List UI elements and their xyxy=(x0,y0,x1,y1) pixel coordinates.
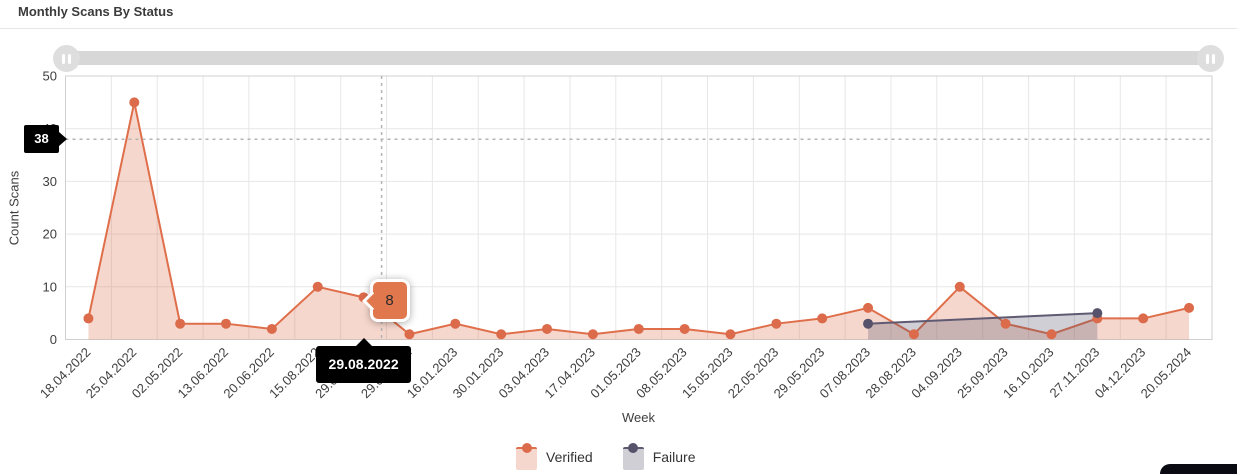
data-point-verified[interactable] xyxy=(175,318,186,329)
plot-border xyxy=(65,75,1213,340)
data-point-verified[interactable] xyxy=(129,97,140,108)
point-value-tooltip: 8 xyxy=(361,278,410,322)
crosshair xyxy=(65,76,1212,340)
data-point-verified[interactable] xyxy=(450,318,461,329)
corner-widget[interactable] xyxy=(1160,464,1237,474)
data-point-verified[interactable] xyxy=(83,313,94,324)
line-failure xyxy=(868,312,1098,325)
page-title: Monthly Scans By Status xyxy=(18,4,174,19)
y-crosshair-tooltip: 38 xyxy=(24,125,67,154)
scans-area-chart: 0102030405018.04.202225.04.202202.05.202… xyxy=(37,69,1213,402)
verified-swatch-icon xyxy=(516,443,537,470)
chart-legend: Verified Failure xyxy=(516,443,696,470)
x-crosshair-tooltip: 29.08.2022 xyxy=(316,338,412,383)
point-value-label: 8 xyxy=(385,291,394,309)
data-point-verified[interactable] xyxy=(404,329,415,340)
legend-item-verified[interactable]: Verified xyxy=(516,443,593,470)
data-point-verified[interactable] xyxy=(908,329,919,340)
data-point-verified[interactable] xyxy=(954,281,965,292)
pause-icon xyxy=(62,53,65,64)
svg-text:30: 30 xyxy=(43,174,57,189)
y-axis-title: Count Scans xyxy=(6,170,22,246)
data-point-verified[interactable] xyxy=(679,323,690,334)
data-point-verified[interactable] xyxy=(221,318,232,329)
range-slider-right-handle[interactable] xyxy=(1197,45,1224,72)
data-point-verified[interactable] xyxy=(633,323,644,334)
x-axis-title: Week xyxy=(622,410,655,425)
data-point-verified[interactable] xyxy=(1046,329,1057,340)
data-point-verified[interactable] xyxy=(1000,318,1011,329)
legend-label-verified: Verified xyxy=(546,448,593,465)
data-point-failure[interactable] xyxy=(1092,308,1103,319)
range-slider-track[interactable] xyxy=(66,51,1212,65)
header-divider xyxy=(0,28,1237,29)
pause-icon xyxy=(1206,53,1209,64)
range-slider-left-handle[interactable] xyxy=(53,45,80,72)
data-point-verified[interactable] xyxy=(1138,313,1149,324)
gridlines xyxy=(65,75,1213,340)
line-verified xyxy=(87,102,1190,336)
area-verified xyxy=(88,102,1190,340)
legend-label-failure: Failure xyxy=(652,448,696,465)
data-point-verified[interactable] xyxy=(817,313,828,324)
data-point-verified[interactable] xyxy=(542,323,553,334)
data-point-verified[interactable] xyxy=(496,329,507,340)
x-tick-labels: 18.04.202225.04.202202.05.202213.06.2022… xyxy=(37,345,1194,402)
pause-icon xyxy=(1212,53,1215,64)
y-tick-labels: 01020304050 xyxy=(43,69,57,348)
data-point-verified[interactable] xyxy=(863,302,874,313)
svg-text:20: 20 xyxy=(43,227,57,242)
data-point-verified[interactable] xyxy=(1184,302,1195,313)
svg-text:0: 0 xyxy=(50,332,57,347)
legend-item-failure[interactable]: Failure xyxy=(622,443,696,470)
data-point-failure[interactable] xyxy=(863,318,874,329)
data-point-verified[interactable] xyxy=(587,329,598,340)
data-point-verified[interactable] xyxy=(312,281,323,292)
failure-swatch-icon xyxy=(622,443,644,470)
pause-icon xyxy=(68,53,71,64)
svg-text:50: 50 xyxy=(43,69,57,84)
data-point-verified[interactable] xyxy=(725,329,736,340)
area-failure xyxy=(868,313,1098,340)
data-point-verified[interactable] xyxy=(266,323,277,334)
data-point-verified[interactable] xyxy=(771,318,782,329)
svg-text:10: 10 xyxy=(43,279,57,294)
